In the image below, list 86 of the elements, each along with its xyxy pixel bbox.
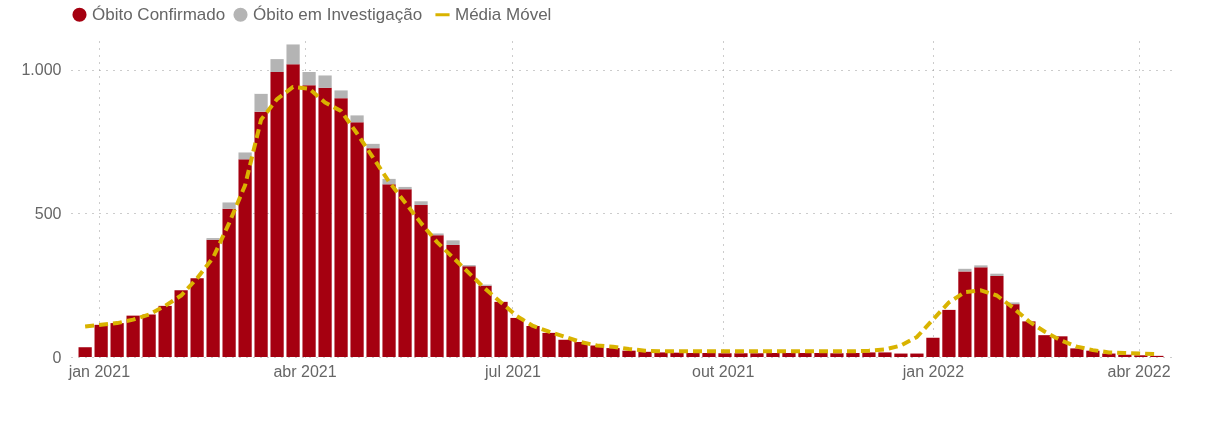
- bar: [1070, 348, 1084, 357]
- bar: [174, 290, 188, 357]
- bar: [750, 353, 764, 357]
- bar: [638, 351, 652, 357]
- bar: [686, 352, 700, 357]
- bar: [350, 122, 364, 357]
- bar: [318, 87, 332, 357]
- bar: [974, 265, 988, 268]
- bar: [94, 324, 108, 357]
- x-tick-label: out 2021: [692, 362, 755, 380]
- bar: [238, 159, 252, 357]
- bar: [574, 342, 588, 357]
- bar: [334, 98, 348, 357]
- bar: [270, 72, 284, 357]
- x-tick-label: jan 2022: [901, 362, 965, 380]
- bar: [254, 111, 268, 357]
- bar: [782, 352, 796, 357]
- bar: [414, 201, 428, 206]
- bar: [558, 339, 572, 357]
- bar: [430, 235, 444, 357]
- bar: [734, 353, 748, 357]
- bar: [622, 350, 636, 357]
- bar: [158, 305, 172, 357]
- bar: [702, 352, 716, 357]
- bar: [206, 239, 220, 357]
- bar: [398, 186, 412, 190]
- bar: [526, 325, 540, 357]
- x-tick-label: abr 2022: [1107, 362, 1171, 380]
- bar: [142, 314, 156, 357]
- bar: [814, 352, 828, 357]
- y-tick-label: 500: [34, 204, 62, 222]
- bar: [990, 273, 1004, 276]
- bar: [334, 90, 348, 99]
- bar: [894, 353, 908, 357]
- bar: [366, 143, 380, 149]
- bar: [1006, 304, 1020, 357]
- bar: [302, 85, 316, 357]
- y-tick-label: 0: [52, 348, 62, 366]
- bar: [286, 44, 300, 65]
- x-tick-label: abr 2021: [273, 362, 337, 380]
- bar: [990, 275, 1004, 357]
- bar: [190, 278, 204, 357]
- bar: [830, 353, 844, 357]
- legend-label: Média Móvel: [455, 4, 552, 24]
- bar: [670, 352, 684, 357]
- bar: [302, 72, 316, 86]
- bar: [366, 148, 380, 357]
- bar: [350, 115, 364, 123]
- bar: [478, 285, 492, 357]
- bar: [958, 271, 972, 357]
- bar: [1038, 335, 1052, 357]
- bar: [718, 353, 732, 357]
- bar: [382, 184, 396, 357]
- bar: [878, 352, 892, 357]
- bar: [126, 315, 140, 357]
- bar: [78, 347, 92, 357]
- bar: [766, 352, 780, 357]
- bar: [846, 352, 860, 357]
- bar: [110, 323, 124, 357]
- bar: [446, 244, 460, 357]
- bar: [910, 353, 924, 357]
- bar: [222, 202, 236, 209]
- bar: [318, 75, 332, 88]
- bar: [974, 267, 988, 357]
- bar: [1022, 321, 1036, 357]
- bar: [462, 266, 476, 357]
- bar: [606, 348, 620, 357]
- x-tick-label: jul 2021: [483, 362, 542, 380]
- legend-label: Óbito Confirmado: [92, 4, 226, 24]
- bar: [798, 352, 812, 357]
- bar: [398, 189, 412, 357]
- y-tick-label: 1.000: [21, 61, 62, 79]
- bar: [926, 337, 940, 357]
- bar: [542, 332, 556, 357]
- bar: [270, 59, 284, 73]
- bar: [286, 64, 300, 357]
- x-tick-label: jan 2021: [67, 362, 131, 380]
- bar: [414, 205, 428, 357]
- bar: [254, 93, 268, 112]
- bar: [222, 208, 236, 357]
- bar: [446, 240, 460, 245]
- bar: [510, 317, 524, 357]
- bar: [494, 301, 508, 357]
- bar: [238, 152, 252, 160]
- bar: [942, 309, 956, 357]
- legend-label: Óbito em Investigação: [253, 4, 423, 24]
